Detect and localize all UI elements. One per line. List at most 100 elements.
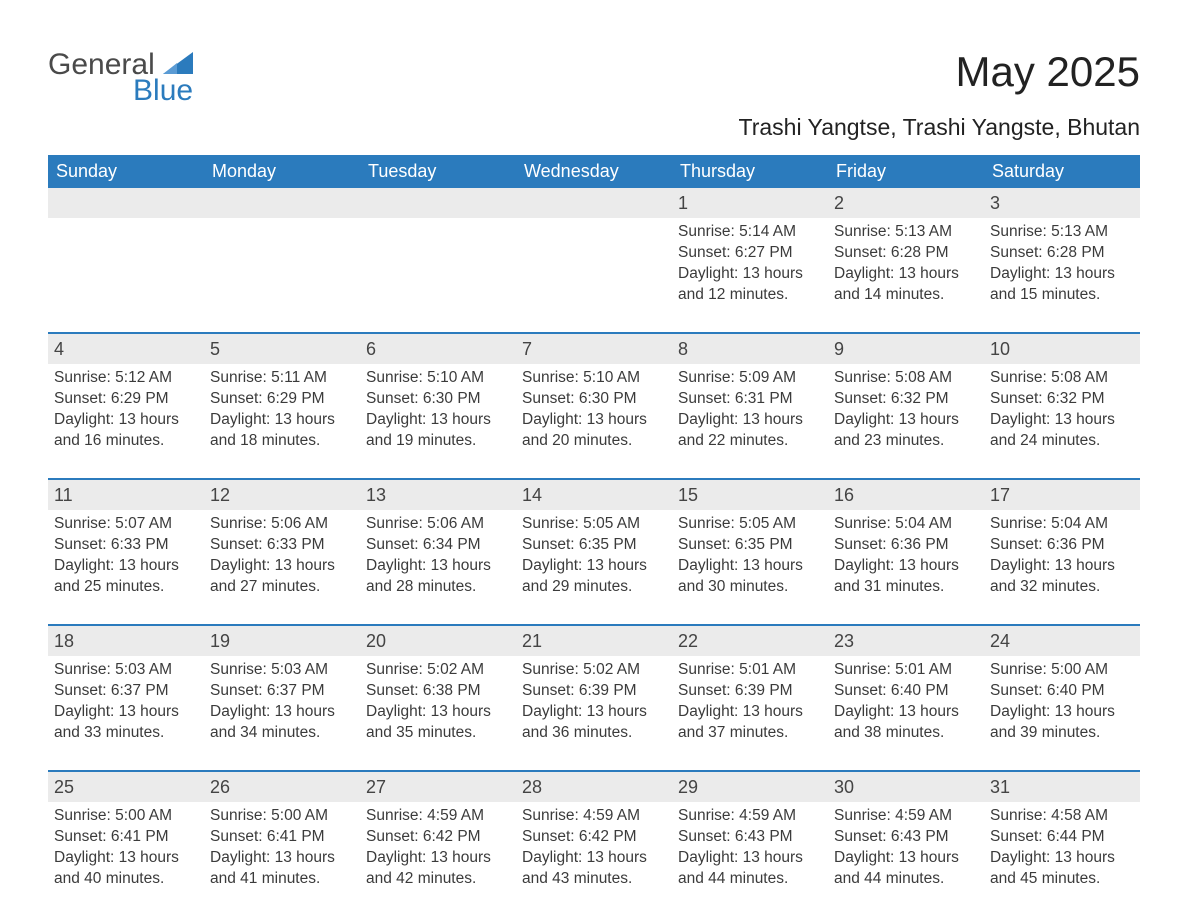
calendar-cell: 12Sunrise: 5:06 AMSunset: 6:33 PMDayligh… <box>204 480 360 606</box>
week-gap <box>48 314 1140 332</box>
sunset-line: Sunset: 6:37 PM <box>54 681 198 702</box>
calendar-cell: 18 Sunrise: 5:03 AMSunset: 6:37 PMDayligh… <box>48 626 204 752</box>
sunset-line: Sunset: 6:39 PM <box>678 681 822 702</box>
sunrise-line: Sunrise: 5:08 AM <box>834 368 978 389</box>
sunset-line: Sunset: 6:35 PM <box>522 535 666 556</box>
week-gap <box>48 460 1140 478</box>
sunset-line: Sunset: 6:41 PM <box>54 827 198 848</box>
calendar-week: 4 Sunrise: 5:12 AMSunset: 6:29 PM Daylight… <box>48 332 1140 460</box>
week-gap <box>48 752 1140 770</box>
daylight-line: Daylight: 13 hours and 31 minutes. <box>834 556 978 598</box>
calendar-cell: 9Sunrise: 5:08 AMSunset: 6:32 PMDaylight… <box>828 334 984 460</box>
daylight-line: Daylight: 13 hours and 41 minutes. <box>210 848 354 890</box>
day-number: 19 <box>204 626 360 656</box>
sunset-line: Sunset: 6:30 PM <box>366 389 510 410</box>
day-number: 4 <box>48 334 204 364</box>
daylight-line: Daylight: 13 hours and 40 minutes. <box>54 848 198 890</box>
day-header: Saturday <box>984 155 1140 188</box>
day-number: 20 <box>360 626 516 656</box>
calendar-cell: 4Sunrise: 5:12 AMSunset: 6:29 PMDaylight… <box>48 334 204 460</box>
logo: General Blue <box>48 48 193 106</box>
daylight-line: Daylight: 13 hours and 12 minutes. <box>678 264 822 306</box>
day-number: 16 <box>828 480 984 510</box>
sunrise-line: Sunrise: 5:01 AM <box>834 660 978 681</box>
daylight-line: Daylight: 13 hours and 32 minutes. <box>990 556 1134 598</box>
day-number: 15 <box>672 480 828 510</box>
calendar-cell: 3Sunrise: 5:13 AMSunset: 6:28 PMDaylight… <box>984 188 1140 314</box>
sunrise-line: Sunrise: 5:03 AM <box>54 660 198 681</box>
calendar-cell: 1Sunrise: 5:14 AMSunset: 6:27 PMDaylight… <box>672 188 828 314</box>
calendar-cell <box>516 188 672 314</box>
day-number: 27 <box>360 772 516 802</box>
calendar-cell: 16Sunrise: 5:04 AMSunset: 6:36 PMDayligh… <box>828 480 984 606</box>
sunrise-line: Sunrise: 5:03 AM <box>210 660 354 681</box>
sunset-line: Sunset: 6:30 PM <box>522 389 666 410</box>
sunset-line: Sunset: 6:39 PM <box>522 681 666 702</box>
day-number: 30 <box>828 772 984 802</box>
day-number: 5 <box>204 334 360 364</box>
daylight-line: Daylight: 13 hours and 19 minutes. <box>366 410 510 452</box>
calendar-cell: 15Sunrise: 5:05 AMSunset: 6:35 PMDayligh… <box>672 480 828 606</box>
daylight-line: Daylight: 13 hours and 30 minutes. <box>678 556 822 598</box>
day-number: 18 <box>48 626 204 656</box>
sunset-line: Sunset: 6:40 PM <box>834 681 978 702</box>
calendar-cell: 29Sunrise: 4:59 AMSunset: 6:43 PMDayligh… <box>672 772 828 898</box>
daylight-line: Daylight: 13 hours and 20 minutes. <box>522 410 666 452</box>
daylight-line: Daylight: 13 hours and 15 minutes. <box>990 264 1134 306</box>
sunset-line: Sunset: 6:38 PM <box>366 681 510 702</box>
sunrise-line: Sunrise: 5:04 AM <box>834 514 978 535</box>
calendar-week: 11Sunrise: 5:07 AMSunset: 6:33 PMDayligh… <box>48 478 1140 606</box>
day-number: 24 <box>984 626 1140 656</box>
day-number-empty <box>48 188 204 218</box>
calendar-cell: 10Sunrise: 5:08 AMSunset: 6:32 PMDayligh… <box>984 334 1140 460</box>
sunset-line: Sunset: 6:34 PM <box>366 535 510 556</box>
sunrise-line: Sunrise: 5:12 AM <box>54 368 198 389</box>
daylight-line: Daylight: 13 hours and 38 minutes. <box>834 702 978 744</box>
day-number: 26 <box>204 772 360 802</box>
calendar-cell: 25Sunrise: 5:00 AMSunset: 6:41 PMDayligh… <box>48 772 204 898</box>
day-number-empty <box>516 188 672 218</box>
daylight-line: Daylight: 13 hours and 36 minutes. <box>522 702 666 744</box>
daylight-line: Daylight: 13 hours and 39 minutes. <box>990 702 1134 744</box>
day-header: Wednesday <box>516 155 672 188</box>
calendar-cell: 22Sunrise: 5:01 AMSunset: 6:39 PMDayligh… <box>672 626 828 752</box>
daylight-line: Daylight: 13 hours and 18 minutes. <box>210 410 354 452</box>
day-number: 1 <box>672 188 828 218</box>
calendar-cell: 20Sunrise: 5:02 AMSunset: 6:38 PMDayligh… <box>360 626 516 752</box>
sunrise-line: Sunrise: 5:10 AM <box>522 368 666 389</box>
sunrise-line: Sunrise: 5:10 AM <box>366 368 510 389</box>
sunrise-line: Sunrise: 5:00 AM <box>990 660 1134 681</box>
sunrise-line: Sunrise: 5:06 AM <box>210 514 354 535</box>
day-number: 11 <box>48 480 204 510</box>
calendar-cell: 17Sunrise: 5:04 AMSunset: 6:36 PMDayligh… <box>984 480 1140 606</box>
calendar-cell: 28Sunrise: 4:59 AMSunset: 6:42 PMDayligh… <box>516 772 672 898</box>
daylight-line: Daylight: 13 hours and 33 minutes. <box>54 702 198 744</box>
sunrise-line: Sunrise: 5:06 AM <box>366 514 510 535</box>
day-number: 8 <box>672 334 828 364</box>
day-number: 6 <box>360 334 516 364</box>
calendar-cell <box>48 188 204 314</box>
sunset-line: Sunset: 6:43 PM <box>834 827 978 848</box>
sunset-line: Sunset: 6:33 PM <box>210 535 354 556</box>
sunset-line: Sunset: 6:35 PM <box>678 535 822 556</box>
sunset-line: Sunset: 6:33 PM <box>54 535 198 556</box>
daylight-line: Daylight: 13 hours and 45 minutes. <box>990 848 1134 890</box>
day-number: 21 <box>516 626 672 656</box>
daylight-line: Daylight: 13 hours and 25 minutes. <box>54 556 198 598</box>
sunset-line: Sunset: 6:42 PM <box>522 827 666 848</box>
calendar-cell: 27Sunrise: 4:59 AMSunset: 6:42 PMDayligh… <box>360 772 516 898</box>
calendar-cell <box>204 188 360 314</box>
sunrise-line: Sunrise: 5:14 AM <box>678 222 822 243</box>
day-header: Tuesday <box>360 155 516 188</box>
calendar-cell: 24Sunrise: 5:00 AMSunset: 6:40 PMDayligh… <box>984 626 1140 752</box>
sunrise-line: Sunrise: 5:13 AM <box>990 222 1134 243</box>
calendar-week: 25Sunrise: 5:00 AMSunset: 6:41 PMDayligh… <box>48 770 1140 898</box>
daylight-line: Daylight: 13 hours and 22 minutes. <box>678 410 822 452</box>
sunset-line: Sunset: 6:28 PM <box>834 243 978 264</box>
sunset-line: Sunset: 6:36 PM <box>990 535 1134 556</box>
day-number: 12 <box>204 480 360 510</box>
daylight-line: Daylight: 13 hours and 44 minutes. <box>834 848 978 890</box>
sunset-line: Sunset: 6:29 PM <box>54 389 198 410</box>
day-number: 3 <box>984 188 1140 218</box>
sunrise-line: Sunrise: 5:07 AM <box>54 514 198 535</box>
